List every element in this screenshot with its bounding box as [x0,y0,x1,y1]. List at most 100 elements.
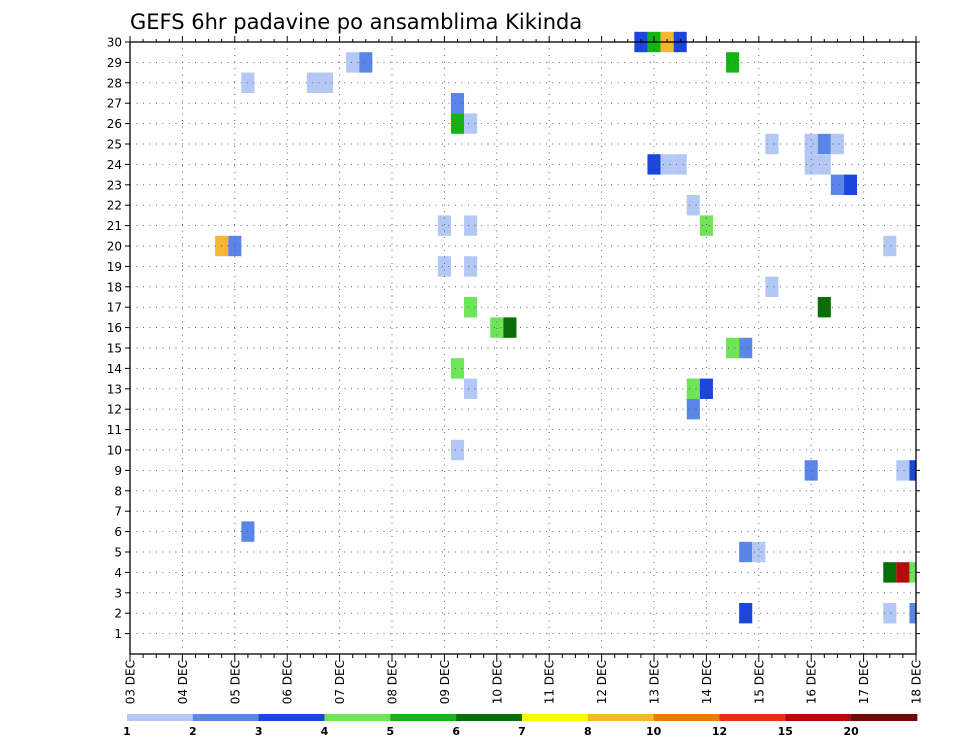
y-tick-label: 9 [114,464,122,478]
legend-label: 12 [712,725,727,738]
y-tick-label: 1 [114,627,122,641]
heatmap-cell [464,297,478,318]
heatmap-cell [896,562,910,583]
legend-swatch [324,714,391,721]
heatmap-cell [883,562,897,583]
legend-label: 5 [386,725,394,738]
heatmap-cell [699,378,713,399]
legend-swatch [258,714,325,721]
y-tick-label: 2 [114,607,122,621]
heatmap-cell [437,215,451,236]
legend-swatch [851,714,918,721]
heatmap-cell [464,256,478,277]
legend-label: 7 [518,725,526,738]
legend-label: 3 [255,725,263,738]
heatmap-cell [450,439,465,461]
x-tick-label: 17 DEC [857,660,871,704]
y-tick-label: 11 [107,423,122,437]
heatmap-cell [765,133,779,155]
heatmap-cell [817,154,831,175]
heatmap-cell [673,154,687,175]
y-tick-label: 26 [107,117,122,131]
heatmap-cell [817,133,831,155]
heatmap-cell [450,358,465,379]
color-legend: 1 2 3 4 5 6 7 8 10 12 15 20 [123,714,918,738]
heatmap-cell [843,174,858,195]
y-tick-label: 5 [114,546,122,560]
axis-ticks: 1234567891011121314151617181920212223242… [107,36,924,705]
legend-swatch [785,714,852,721]
heatmap-cell [883,603,897,624]
heatmap-cell [739,337,753,359]
legend-swatch [653,714,720,721]
y-tick-label: 23 [107,178,122,192]
y-tick-label: 6 [114,525,122,539]
y-tick-label: 15 [107,342,122,356]
heatmap-cell [804,154,818,175]
heatmap-cell [804,460,818,481]
heatmap-cell [830,133,844,155]
y-tick-label: 17 [107,301,122,315]
legend-label: 6 [452,725,460,738]
x-tick-label: 13 DEC [648,660,662,704]
heatmap-cell [830,174,844,195]
heatmap-cell [726,337,740,359]
heatmap-cell [464,215,478,236]
heatmap-cell [464,378,478,399]
y-tick-label: 25 [107,138,122,152]
x-tick-label: 03 DEC [124,660,138,704]
heatmap-cell [804,133,818,155]
heatmap-cell [346,52,360,73]
legend-swatch [192,714,260,721]
x-tick-label: 15 DEC [752,660,766,704]
heatmap-cell [503,317,517,338]
x-tick-label: 10 DEC [490,660,504,704]
heatmap-cell [306,72,320,93]
legend-label: 10 [646,725,662,738]
x-tick-label: 05 DEC [228,660,242,704]
y-tick-label: 3 [114,586,122,600]
y-tick-label: 30 [107,36,122,50]
x-tick-label: 18 DEC [910,660,924,704]
legend-swatch [127,714,194,721]
legend-swatch [719,714,786,721]
legend-label: 4 [321,725,329,738]
x-tick-label: 14 DEC [700,660,714,704]
x-tick-label: 09 DEC [438,660,452,704]
chart-title: GEFS 6hr padavine po ansamblima Kikinda [130,10,582,34]
heatmap-cell [817,297,831,318]
heatmap-cell [490,317,504,338]
y-tick-label: 19 [107,260,122,274]
y-tick-label: 28 [107,76,122,90]
y-tick-label: 13 [107,382,122,396]
legend-swatch [390,714,457,721]
heatmap-cell [765,276,779,297]
legend-label: 20 [844,725,860,738]
y-tick-label: 7 [114,505,122,519]
y-tick-label: 21 [107,219,122,233]
x-tick-label: 16 DEC [805,660,819,704]
y-tick-label: 27 [107,97,122,111]
x-tick-label: 04 DEC [176,660,190,704]
legend-swatch [587,714,655,721]
y-tick-label: 22 [107,199,122,213]
heatmap-cell [686,195,700,216]
heatmap-cell [464,113,478,134]
y-tick-label: 4 [114,566,122,580]
heatmap-cell [686,378,700,399]
heatmap-cell [883,235,897,257]
heatmap-cell [752,541,766,563]
heatmap-cell [909,603,916,624]
heatmap-cell [660,154,674,175]
heatmap-cell [450,93,465,114]
y-tick-label: 20 [107,240,122,254]
heatmap-cell [739,603,753,624]
legend-label: 8 [584,725,592,738]
heatmap-cell [450,113,465,134]
legend-label: 1 [123,725,131,738]
grid-lines [130,41,916,654]
legend-label: 15 [778,725,793,738]
heatmap-cell [909,562,916,583]
y-tick-label: 12 [107,403,122,417]
